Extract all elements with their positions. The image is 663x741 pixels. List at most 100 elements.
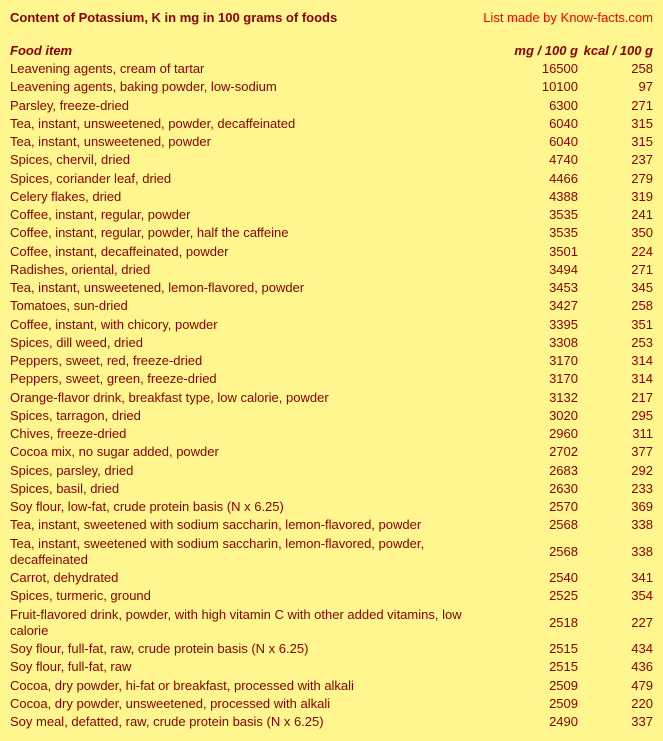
cell-food: Soy flour, full-fat, raw, crude protein … — [10, 640, 503, 658]
cell-kcal: 341 — [578, 569, 653, 587]
cell-food: Coffee, instant, regular, powder, half t… — [10, 224, 503, 242]
data-table: Food item mg / 100 g kcal / 100 g Leaven… — [10, 41, 653, 731]
cell-food: Fruit-flavored drink, powder, with high … — [10, 606, 503, 641]
table-row: Leavening agents, baking powder, low-sod… — [10, 78, 653, 96]
table-row: Celery flakes, dried4388319 — [10, 188, 653, 206]
table-row: Tomatoes, sun-dried3427258 — [10, 297, 653, 315]
cell-food: Spices, turmeric, ground — [10, 587, 503, 605]
cell-mg: 2518 — [503, 606, 578, 641]
cell-mg: 2960 — [503, 425, 578, 443]
cell-mg: 3020 — [503, 407, 578, 425]
cell-kcal: 314 — [578, 352, 653, 370]
cell-food: Leavening agents, baking powder, low-sod… — [10, 78, 503, 96]
table-row: Orange-flavor drink, breakfast type, low… — [10, 389, 653, 407]
cell-mg: 2568 — [503, 516, 578, 534]
cell-mg: 4388 — [503, 188, 578, 206]
cell-food: Carrot, dehydrated — [10, 569, 503, 587]
cell-mg: 2509 — [503, 677, 578, 695]
cell-mg: 3170 — [503, 370, 578, 388]
table-row: Tea, instant, unsweetened, powder, decaf… — [10, 115, 653, 133]
cell-food: Coffee, instant, with chicory, powder — [10, 316, 503, 334]
cell-kcal: 479 — [578, 677, 653, 695]
cell-food: Cocoa mix, no sugar added, powder — [10, 443, 503, 461]
page-title: Content of Potassium, K in mg in 100 gra… — [10, 10, 337, 25]
cell-food: Orange-flavor drink, breakfast type, low… — [10, 389, 503, 407]
cell-food: Tea, instant, unsweetened, powder, decaf… — [10, 115, 503, 133]
cell-mg: 3427 — [503, 297, 578, 315]
table-row: Cocoa, dry powder, unsweetened, processe… — [10, 695, 653, 713]
cell-kcal: 315 — [578, 115, 653, 133]
cell-kcal: 97 — [578, 78, 653, 96]
cell-kcal: 292 — [578, 462, 653, 480]
table-row: Spices, dill weed, dried3308253 — [10, 334, 653, 352]
cell-mg: 2683 — [503, 462, 578, 480]
table-row: Spices, chervil, dried4740237 — [10, 151, 653, 169]
cell-mg: 10100 — [503, 78, 578, 96]
table-row: Radishes, oriental, dried3494271 — [10, 261, 653, 279]
table-row: Soy flour, low-fat, crude protein basis … — [10, 498, 653, 516]
cell-kcal: 338 — [578, 535, 653, 570]
table-row: Soy flour, full-fat, raw, crude protein … — [10, 640, 653, 658]
cell-food: Tea, instant, unsweetened, lemon-flavore… — [10, 279, 503, 297]
cell-kcal: 311 — [578, 425, 653, 443]
table-row: Coffee, instant, with chicory, powder339… — [10, 316, 653, 334]
cell-mg: 6300 — [503, 97, 578, 115]
cell-food: Soy flour, full-fat, raw — [10, 658, 503, 676]
cell-kcal: 315 — [578, 133, 653, 151]
column-header-kcal: kcal / 100 g — [578, 41, 653, 60]
table-row: Spices, parsley, dried2683292 — [10, 462, 653, 480]
table-body: Leavening agents, cream of tartar1650025… — [10, 60, 653, 731]
cell-kcal: 351 — [578, 316, 653, 334]
cell-kcal: 220 — [578, 695, 653, 713]
cell-food: Spices, dill weed, dried — [10, 334, 503, 352]
cell-mg: 2568 — [503, 535, 578, 570]
column-header-mg: mg / 100 g — [503, 41, 578, 60]
cell-mg: 2515 — [503, 640, 578, 658]
cell-kcal: 436 — [578, 658, 653, 676]
cell-food: Tea, instant, unsweetened, powder — [10, 133, 503, 151]
table-row: Tea, instant, unsweetened, powder6040315 — [10, 133, 653, 151]
cell-kcal: 434 — [578, 640, 653, 658]
column-header-food: Food item — [10, 41, 503, 60]
cell-food: Radishes, oriental, dried — [10, 261, 503, 279]
table-row: Tea, instant, sweetened with sodium sacc… — [10, 535, 653, 570]
cell-kcal: 271 — [578, 97, 653, 115]
cell-kcal: 319 — [578, 188, 653, 206]
cell-food: Spices, basil, dried — [10, 480, 503, 498]
cell-kcal: 354 — [578, 587, 653, 605]
cell-mg: 3170 — [503, 352, 578, 370]
table-header: Food item mg / 100 g kcal / 100 g — [10, 41, 653, 60]
cell-mg: 3501 — [503, 243, 578, 261]
cell-kcal: 338 — [578, 516, 653, 534]
cell-kcal: 279 — [578, 170, 653, 188]
cell-food: Celery flakes, dried — [10, 188, 503, 206]
cell-food: Tea, instant, sweetened with sodium sacc… — [10, 516, 503, 534]
cell-mg: 6040 — [503, 115, 578, 133]
table-row: Soy flour, full-fat, raw2515436 — [10, 658, 653, 676]
cell-food: Spices, tarragon, dried — [10, 407, 503, 425]
cell-mg: 4466 — [503, 170, 578, 188]
table-row: Tea, instant, sweetened with sodium sacc… — [10, 516, 653, 534]
table-row: Coffee, instant, regular, powder3535241 — [10, 206, 653, 224]
table-header-row: Food item mg / 100 g kcal / 100 g — [10, 41, 653, 60]
cell-mg: 2525 — [503, 587, 578, 605]
cell-kcal: 377 — [578, 443, 653, 461]
cell-food: Peppers, sweet, green, freeze-dried — [10, 370, 503, 388]
cell-kcal: 314 — [578, 370, 653, 388]
cell-food: Cocoa, dry powder, unsweetened, processe… — [10, 695, 503, 713]
cell-kcal: 345 — [578, 279, 653, 297]
table-row: Spices, tarragon, dried3020295 — [10, 407, 653, 425]
cell-kcal: 217 — [578, 389, 653, 407]
table-row: Chives, freeze-dried2960311 — [10, 425, 653, 443]
cell-kcal: 337 — [578, 713, 653, 731]
cell-mg: 3308 — [503, 334, 578, 352]
cell-food: Soy meal, defatted, raw, crude protein b… — [10, 713, 503, 731]
cell-mg: 3494 — [503, 261, 578, 279]
cell-mg: 2515 — [503, 658, 578, 676]
header-row: Content of Potassium, K in mg in 100 gra… — [10, 10, 653, 25]
cell-food: Parsley, freeze-dried — [10, 97, 503, 115]
cell-kcal: 233 — [578, 480, 653, 498]
cell-mg: 2570 — [503, 498, 578, 516]
cell-kcal: 258 — [578, 297, 653, 315]
cell-food: Spices, chervil, dried — [10, 151, 503, 169]
